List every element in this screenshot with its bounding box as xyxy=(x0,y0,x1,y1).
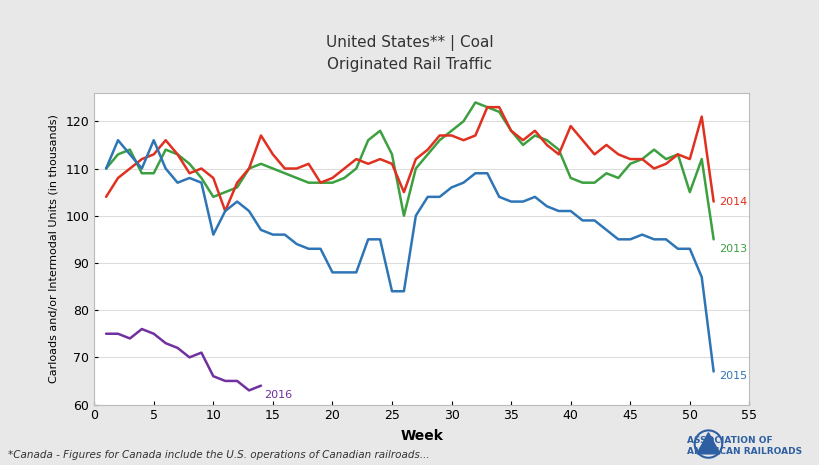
Text: 2014: 2014 xyxy=(720,197,748,206)
Polygon shape xyxy=(697,432,720,454)
Y-axis label: Carloads and/or Intermodal Units (in thousands): Carloads and/or Intermodal Units (in tho… xyxy=(48,114,58,383)
Text: United States** | Coal
Originated Rail Traffic: United States** | Coal Originated Rail T… xyxy=(326,35,493,72)
Text: 2015: 2015 xyxy=(720,371,748,381)
X-axis label: Week: Week xyxy=(400,429,443,443)
Text: 2016: 2016 xyxy=(265,390,292,400)
Text: ASSOCIATION OF
AMERICAN RAILROADS: ASSOCIATION OF AMERICAN RAILROADS xyxy=(687,436,803,456)
Text: *Canada - Figures for Canada include the U.S. operations of Canadian railroads..: *Canada - Figures for Canada include the… xyxy=(8,450,430,460)
Text: 2013: 2013 xyxy=(720,244,748,254)
